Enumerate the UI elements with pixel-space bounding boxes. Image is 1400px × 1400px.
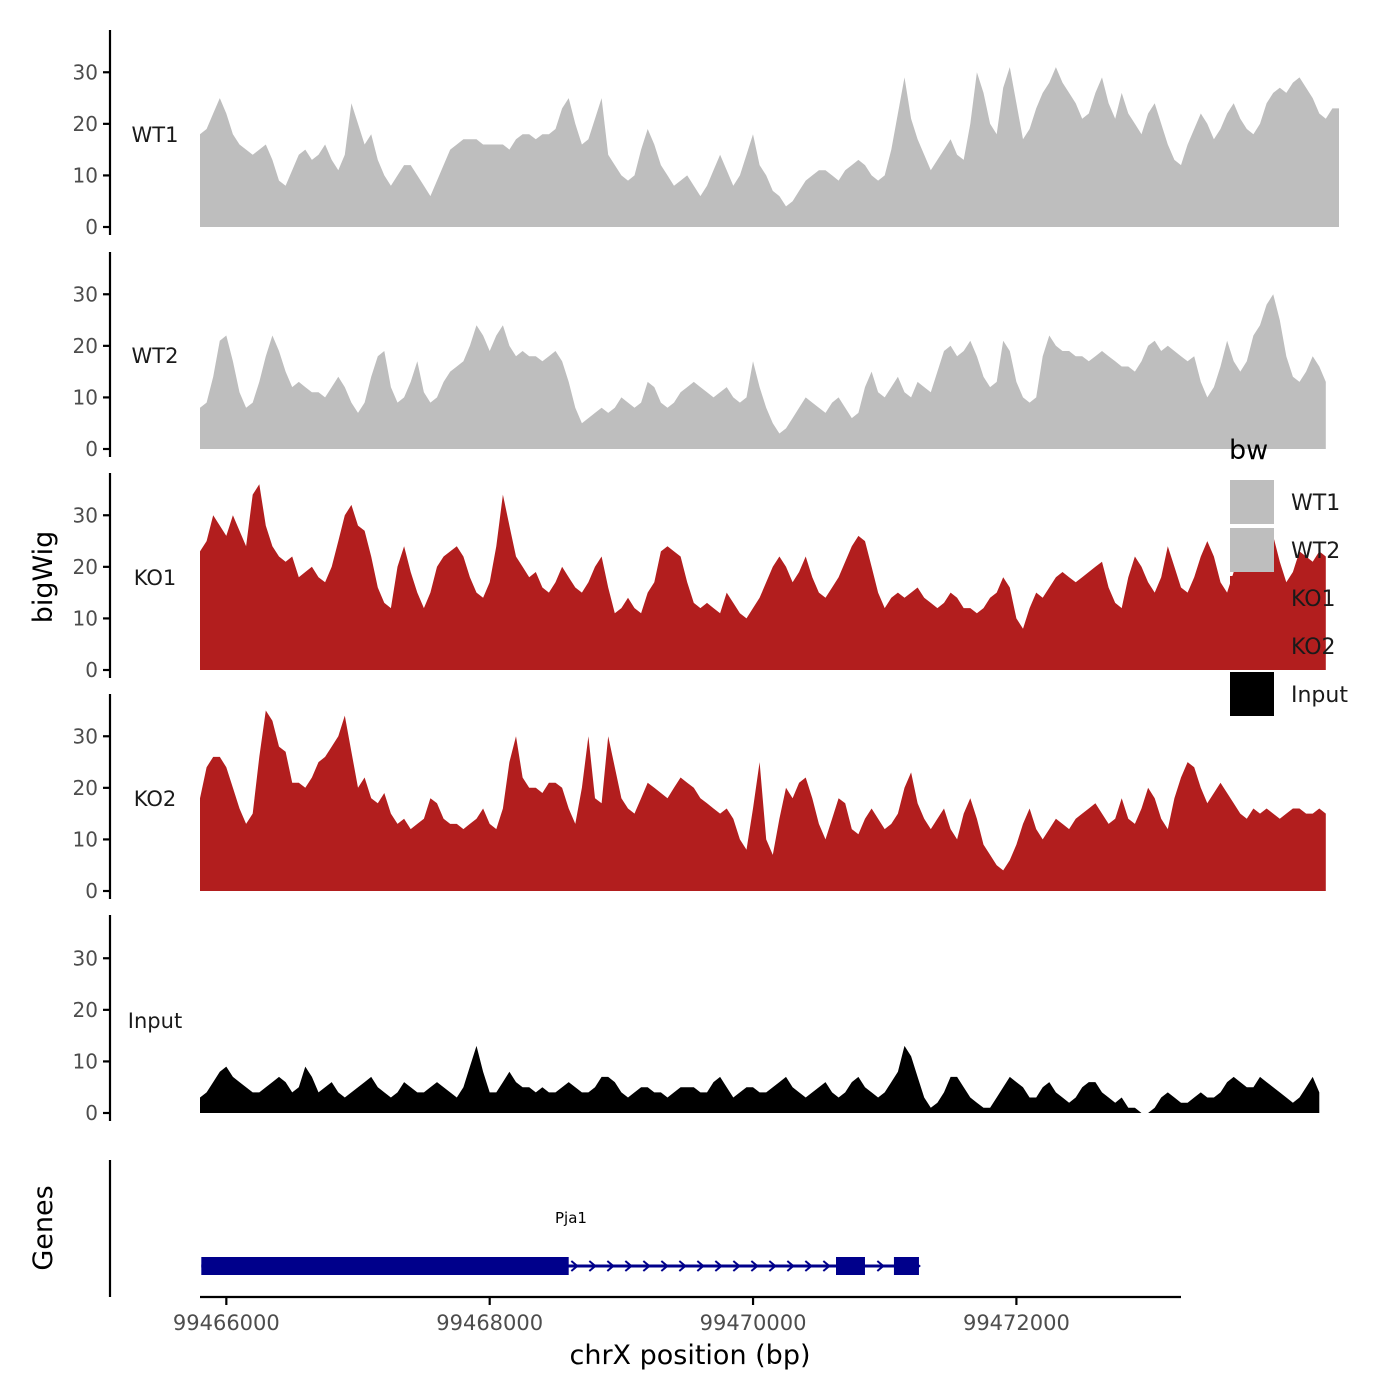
signal-area-ko1: [200, 484, 1326, 670]
gene-pja1: Pja1: [201, 1209, 921, 1275]
track-label: Input: [128, 1009, 182, 1033]
legend-label: Input: [1291, 683, 1348, 708]
y-tick-label: 30: [73, 503, 98, 527]
strand-arrow: [606, 1260, 615, 1272]
gene-exon: [893, 1257, 919, 1275]
x-axis: 99466000 99468000 99470000 99472000 chrX pos…: [173, 1295, 1181, 1371]
strand-arrow: [642, 1260, 651, 1272]
signal-area-wt1: [200, 67, 1339, 227]
strand-arrow: [804, 1260, 813, 1272]
track-wt1: 0 10 20 30 WT1: [73, 30, 1339, 239]
legend-key-wt2: [1230, 528, 1274, 572]
y-tick-label: 20: [73, 334, 98, 358]
track-label: KO1: [134, 566, 177, 590]
strand-arrow: [786, 1260, 795, 1272]
y-tick-label: 20: [73, 112, 98, 136]
strand-arrow: [696, 1260, 705, 1272]
y-tick-label: 20: [73, 776, 98, 800]
genes-track: Genes Pja1: [28, 1160, 921, 1297]
strand-arrow: [678, 1260, 687, 1272]
y-tick-label: 0: [85, 879, 98, 903]
gene-exon: [836, 1257, 865, 1275]
genes-axis-title: Genes: [28, 1185, 59, 1270]
strand-arrow: [750, 1260, 759, 1272]
strand-arrow: [822, 1260, 831, 1272]
legend-label: WT1: [1291, 491, 1340, 516]
track-ko2: 0 10 20 30 KO2: [73, 694, 1326, 903]
signal-area-wt2: [200, 294, 1326, 449]
legend-label: KO1: [1291, 587, 1336, 612]
x-axis-title: chrX position (bp): [569, 1340, 810, 1371]
y-axis-title: bigWig: [28, 531, 59, 624]
strand-arrow: [660, 1260, 669, 1272]
y-tick-label: 20: [73, 998, 98, 1022]
legend-key-ko1: [1230, 576, 1274, 620]
signal-area-input: [200, 1045, 1320, 1113]
signal-area-ko2: [200, 710, 1326, 891]
y-tick-label: 0: [85, 1101, 98, 1125]
y-tick-label: 30: [73, 60, 98, 84]
y-tick-label: 10: [73, 385, 98, 409]
y-tick-label: 30: [73, 724, 98, 748]
legend-key-wt1: [1230, 480, 1274, 524]
signal-tracks: 0 10 20 30 WT1 0 10 20 30 WT2 0 10 20 30 KO1 0 10 20 30 KO2…: [73, 30, 1339, 1125]
legend-key-input: [1230, 672, 1274, 716]
y-tick-label: 10: [73, 606, 98, 630]
gene-label: Pja1: [555, 1209, 587, 1227]
gene-exon: [201, 1257, 569, 1275]
strand-arrow: [714, 1260, 723, 1272]
legend-key-ko2: [1230, 624, 1274, 668]
x-tick-label: 99468000: [436, 1311, 543, 1335]
track-ko1: 0 10 20 30 KO1: [73, 473, 1326, 682]
track-wt2: 0 10 20 30 WT2: [73, 252, 1326, 461]
legend: bw WT1 WT2 KO1 KO2 Input: [1229, 435, 1348, 716]
strand-arrow: [768, 1260, 777, 1272]
strand-arrow: [570, 1260, 579, 1272]
y-tick-label: 20: [73, 555, 98, 579]
strand-arrow: [732, 1260, 741, 1272]
y-tick-label: 10: [73, 827, 98, 851]
strand-arrow: [624, 1260, 633, 1272]
legend-label: KO2: [1291, 635, 1336, 660]
track-label: WT2: [132, 344, 179, 368]
y-tick-label: 30: [73, 282, 98, 306]
y-tick-label: 30: [73, 946, 98, 970]
track-label: KO2: [134, 787, 177, 811]
y-tick-label: 0: [85, 437, 98, 461]
y-tick-label: 0: [85, 658, 98, 682]
strand-arrow: [588, 1260, 597, 1272]
track-input: 0 10 20 30 Input: [73, 915, 1320, 1125]
track-label: WT1: [132, 123, 179, 147]
legend-title: bw: [1229, 435, 1268, 466]
legend-label: WT2: [1291, 539, 1340, 564]
x-tick-label: 99470000: [700, 1311, 807, 1335]
strand-arrow: [876, 1260, 885, 1272]
y-tick-label: 10: [73, 1049, 98, 1073]
y-tick-label: 10: [73, 163, 98, 187]
y-tick-label: 0: [85, 215, 98, 239]
x-tick-label: 99466000: [173, 1311, 280, 1335]
x-tick-label: 99472000: [963, 1311, 1070, 1335]
